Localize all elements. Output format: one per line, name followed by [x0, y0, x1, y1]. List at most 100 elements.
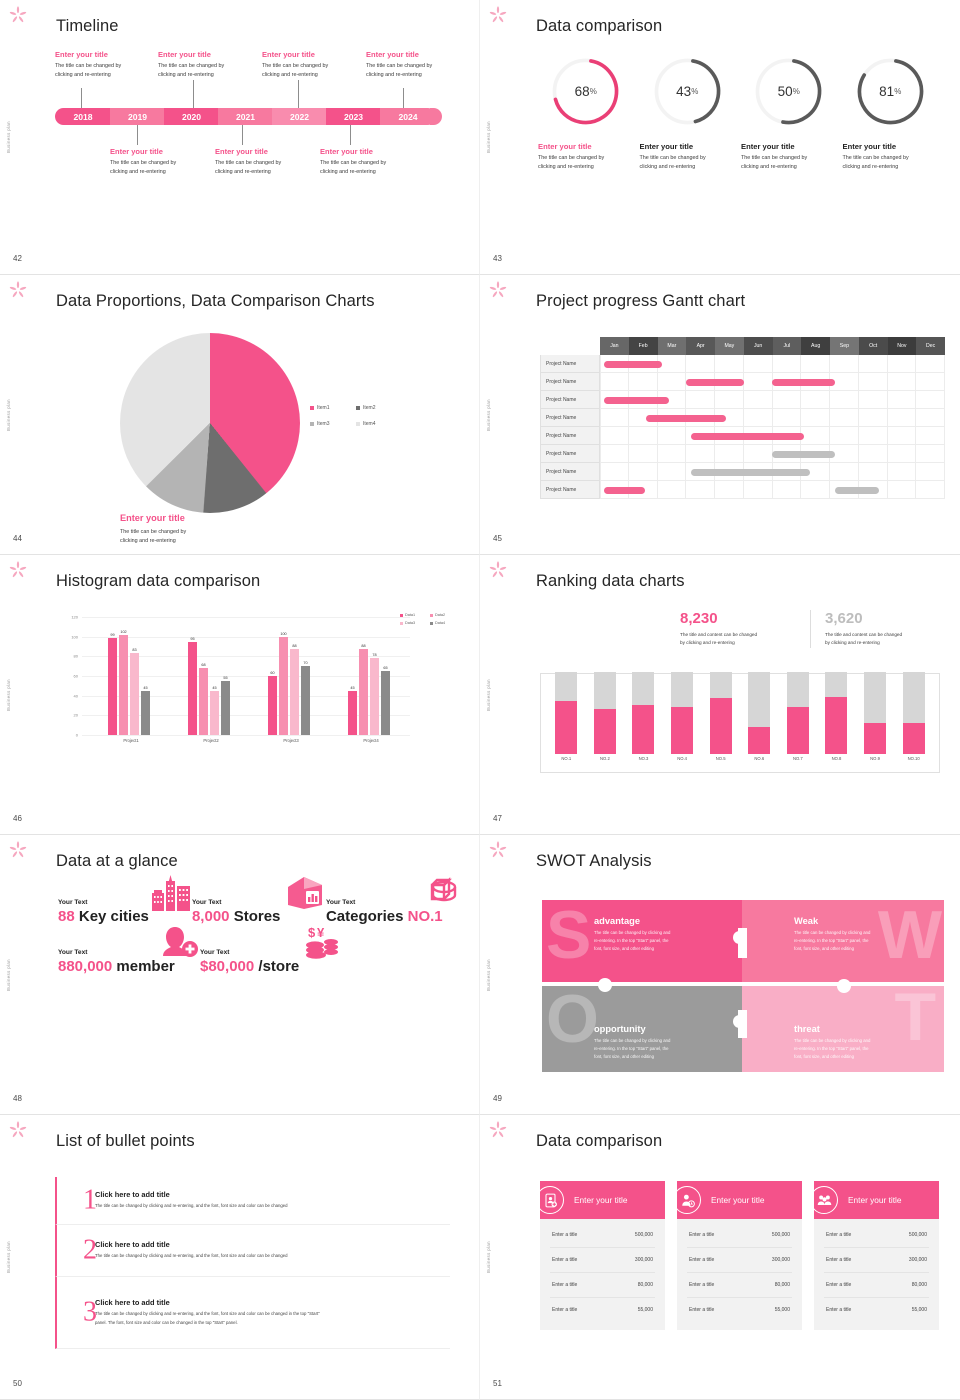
stat-stores[interactable]: Your Text 8,000 Stores [192, 877, 326, 925]
table-row[interactable]: Enter a title 55,000 [824, 1298, 929, 1322]
timeline-item-top-4[interactable]: Enter your title The title can be change… [366, 50, 470, 80]
ranking-column[interactable]: NO.2 [593, 672, 616, 761]
histogram-bar[interactable]: 60 [268, 671, 277, 735]
slide-ranking-charts[interactable]: Business plan Ranking data charts 8,230 … [480, 555, 960, 835]
table-row[interactable]: Enter a title 300,000 [550, 1248, 655, 1273]
slide-bullet-points[interactable]: Business plan List of bullet points 1 Cl… [0, 1115, 480, 1400]
comparison-card-3[interactable]: Enter your title Enter a title 500,000 En… [810, 1181, 939, 1330]
histogram-bar[interactable]: 95 [188, 637, 197, 735]
table-row[interactable]: Enter a title 300,000 [687, 1248, 792, 1273]
gantt-row[interactable]: Project Name [540, 463, 945, 481]
histogram-bar[interactable]: 83 [130, 648, 139, 735]
histogram-bar[interactable]: 99 [108, 633, 117, 735]
timeline-item-top-1[interactable]: Enter your title The title can be change… [55, 50, 159, 80]
ranking-column[interactable]: NO.7 [786, 672, 809, 761]
histogram-bar[interactable]: 100 [279, 632, 288, 735]
slide-data-comparison-cards[interactable]: Business plan Data comparison Enter your… [480, 1115, 960, 1400]
slide-histogram[interactable]: Business plan Histogram data comparison … [0, 555, 480, 835]
gantt-row[interactable]: Project Name [540, 445, 945, 463]
slide-gantt-chart[interactable]: Business plan Project progress Gantt cha… [480, 275, 960, 555]
slide-data-at-a-glance[interactable]: Business plan Data at a glance Your Text… [0, 835, 480, 1115]
timeline-item-bottom-1[interactable]: Enter your title The title can be change… [110, 147, 214, 177]
histogram-bar[interactable]: 88 [359, 644, 368, 735]
table-row[interactable]: Enter a title 500,000 [687, 1223, 792, 1248]
histogram-bar[interactable]: 102 [119, 630, 128, 735]
gantt-row[interactable]: Project Name [540, 391, 945, 409]
slide-data-proportions[interactable]: Business plan Data Proportions, Data Com… [0, 275, 480, 555]
stat-card-primary[interactable]: 8,230 The title and content can be chang… [680, 610, 810, 648]
table-row[interactable]: Enter a title 500,000 [550, 1223, 655, 1248]
timeline-year-2018[interactable]: 2018 [55, 108, 117, 125]
slide-data-comparison-rings[interactable]: Business plan Data comparison 68% Enter … [480, 0, 960, 275]
timeline-item-bottom-2[interactable]: Enter your title The title can be change… [215, 147, 319, 177]
timeline-year-2019[interactable]: 2019 [110, 108, 171, 125]
gantt-bar[interactable] [604, 396, 670, 404]
ranking-column[interactable]: NO.1 [555, 672, 578, 761]
ranking-column[interactable]: NO.3 [632, 672, 655, 761]
gantt-bar[interactable] [835, 486, 879, 494]
timeline-year-2022[interactable]: 2022 [272, 108, 333, 125]
histogram-bar[interactable]: 78 [370, 653, 379, 735]
gantt-row[interactable]: Project Name [540, 481, 945, 499]
gantt-row[interactable]: Project Name [540, 409, 945, 427]
histogram-bar[interactable]: 45 [141, 686, 150, 735]
timeline-year-2020[interactable]: 2020 [164, 108, 225, 125]
gantt-row[interactable]: Project Name [540, 355, 945, 373]
stat-per-store[interactable]: $ ¥ Your Text $80,000 /store [200, 925, 342, 975]
table-row[interactable]: Enter a title 55,000 [550, 1298, 655, 1322]
swot-quadrant-strength[interactable]: S advantage The title can be changed by … [542, 900, 742, 986]
comparison-card-1[interactable]: Enter your title Enter a title 500,000 En… [536, 1181, 665, 1330]
histogram-bar[interactable]: 88 [290, 644, 299, 735]
gantt-row[interactable]: Project Name [540, 427, 945, 445]
ranking-column[interactable]: NO.8 [825, 672, 848, 761]
histogram-bar[interactable]: 70 [301, 661, 310, 735]
timeline-year-2021[interactable]: 2021 [218, 108, 279, 125]
timeline-item-top-2[interactable]: Enter your title The title can be change… [158, 50, 262, 80]
list-item[interactable]: 2 Click here to add title The title can … [55, 1225, 450, 1277]
table-row[interactable]: Enter a title 80,000 [550, 1273, 655, 1298]
histogram-bar[interactable]: 65 [381, 666, 390, 735]
swot-quadrant-weakness[interactable]: W Weak The title can be changed by click… [742, 900, 944, 986]
gantt-bar[interactable] [686, 378, 744, 386]
stat-categories[interactable]: Your Text Categories NO.1 [326, 877, 458, 925]
list-item[interactable]: 3 Click here to add title The title can … [55, 1277, 450, 1349]
list-item[interactable]: 1 Click here to add title The title can … [55, 1177, 450, 1225]
table-row[interactable]: Enter a title 500,000 [824, 1223, 929, 1248]
histogram-bar[interactable]: 45 [210, 686, 219, 735]
swot-quadrant-opportunity[interactable]: O opportunity The title can be changed b… [542, 986, 742, 1072]
table-row[interactable]: Enter a title 80,000 [824, 1273, 929, 1298]
gantt-row[interactable]: Project Name [540, 373, 945, 391]
ranking-column[interactable]: NO.10 [902, 672, 925, 761]
stat-card-secondary[interactable]: 3,620 The title and content can be chang… [810, 610, 940, 648]
gantt-bar[interactable] [604, 360, 662, 368]
ranking-column[interactable]: NO.9 [864, 672, 887, 761]
histogram-bar[interactable]: 55 [221, 676, 230, 735]
ring-card-1[interactable]: 68% Enter your title The title can be ch… [538, 55, 634, 172]
ranking-column[interactable]: NO.5 [709, 672, 732, 761]
gantt-bar[interactable] [690, 432, 804, 440]
gantt-bar[interactable] [772, 450, 835, 458]
swot-quadrant-threat[interactable]: T threat The title can be changed by cli… [742, 986, 944, 1072]
gantt-bar[interactable] [772, 378, 835, 386]
comparison-card-2[interactable]: Enter your title Enter a title 500,000 En… [673, 1181, 802, 1330]
table-row[interactable]: Enter a title 80,000 [687, 1273, 792, 1298]
gantt-bar[interactable] [690, 468, 810, 476]
ring-card-2[interactable]: 43% Enter your title The title can be ch… [640, 55, 736, 172]
stat-key-cities[interactable]: Your Text 88 Key cities [58, 875, 192, 925]
histogram-bar[interactable]: 45 [348, 686, 357, 735]
table-row[interactable]: Enter a title 55,000 [687, 1298, 792, 1322]
ring-card-4[interactable]: 81% Enter your title The title can be ch… [843, 55, 939, 172]
ranking-column[interactable]: NO.6 [748, 672, 771, 761]
timeline-year-2023[interactable]: 2023 [326, 108, 387, 125]
slide-timeline[interactable]: Business plan Timeline Enter your title … [0, 0, 480, 275]
timeline-item-top-3[interactable]: Enter your title The title can be change… [262, 50, 366, 80]
ring-card-3[interactable]: 50% Enter your title The title can be ch… [741, 55, 837, 172]
timeline-year-2024[interactable]: 2024 [380, 108, 442, 125]
slide-swot-analysis[interactable]: Business plan SWOT Analysis S advantage … [480, 835, 960, 1115]
timeline-item-bottom-3[interactable]: Enter your title The title can be change… [320, 147, 424, 177]
histogram-bar[interactable]: 68 [199, 663, 208, 735]
ranking-column[interactable]: NO.4 [671, 672, 694, 761]
gantt-bar[interactable] [646, 414, 726, 422]
table-row[interactable]: Enter a title 300,000 [824, 1248, 929, 1273]
stat-member[interactable]: Your Text 880,000 member [58, 927, 200, 975]
